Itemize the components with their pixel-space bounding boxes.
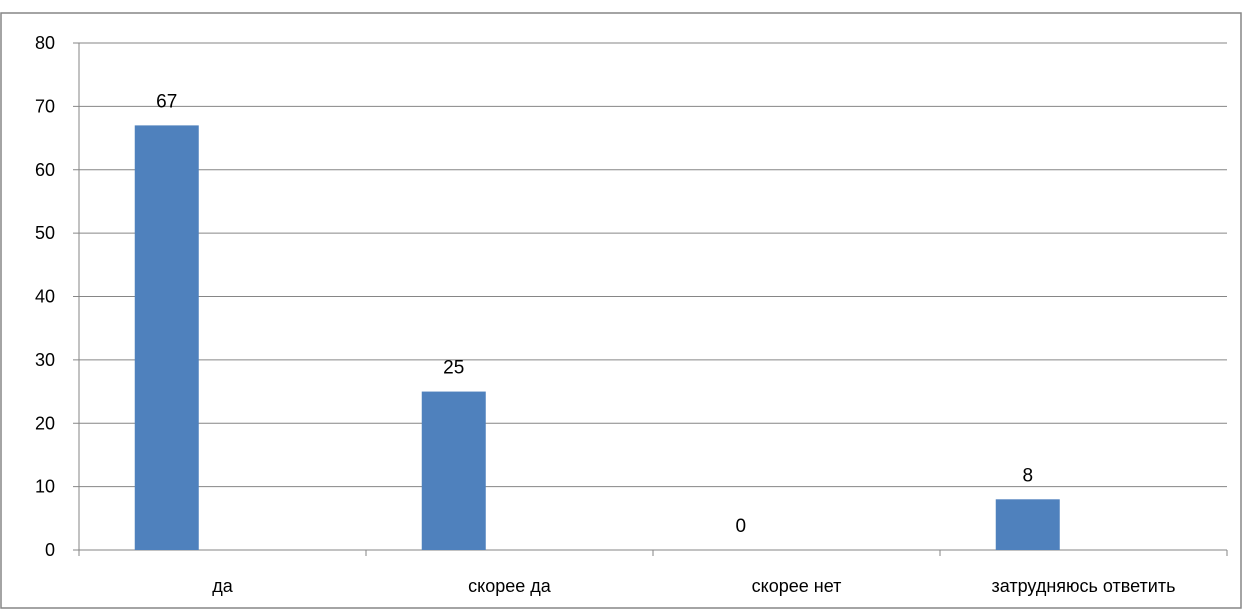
y-axis-tick-label: 10 bbox=[35, 477, 55, 497]
x-axis-category-label: скорее да bbox=[468, 576, 552, 596]
y-axis-tick-label: 0 bbox=[45, 540, 55, 560]
y-axis-tick-label: 30 bbox=[35, 350, 55, 370]
data-label: 0 bbox=[735, 516, 746, 537]
gridlines bbox=[79, 42, 1227, 488]
y-axis-tick-label: 80 bbox=[35, 33, 55, 53]
bar-0 bbox=[134, 125, 199, 550]
x-axis-category-label: скорее нет bbox=[752, 576, 842, 596]
y-axis-tick-label: 40 bbox=[35, 287, 55, 307]
data-label: 67 bbox=[156, 91, 177, 112]
bars bbox=[134, 125, 1060, 550]
x-axis-tick-labels: да скорее да скорее нет затрудняюсь ответит… bbox=[212, 576, 1175, 596]
bar-1 bbox=[421, 391, 486, 550]
data-label: 8 bbox=[1022, 465, 1033, 486]
y-axis-tick-label: 50 bbox=[35, 223, 55, 243]
y-axis-tick-label: 70 bbox=[35, 96, 55, 116]
y-axis-tick-label: 20 bbox=[35, 413, 55, 433]
bar-3 bbox=[995, 499, 1060, 550]
x-axis-category-label: затрудняюсь ответить bbox=[992, 576, 1176, 596]
y-axis-tick-label: 60 bbox=[35, 160, 55, 180]
y-axis-tick-labels: 0 10 20 30 40 50 60 70 80 bbox=[35, 33, 55, 560]
x-axis-category-label: да bbox=[212, 576, 234, 596]
data-labels: 67 25 0 8 bbox=[156, 91, 1033, 537]
data-label: 25 bbox=[443, 358, 464, 379]
